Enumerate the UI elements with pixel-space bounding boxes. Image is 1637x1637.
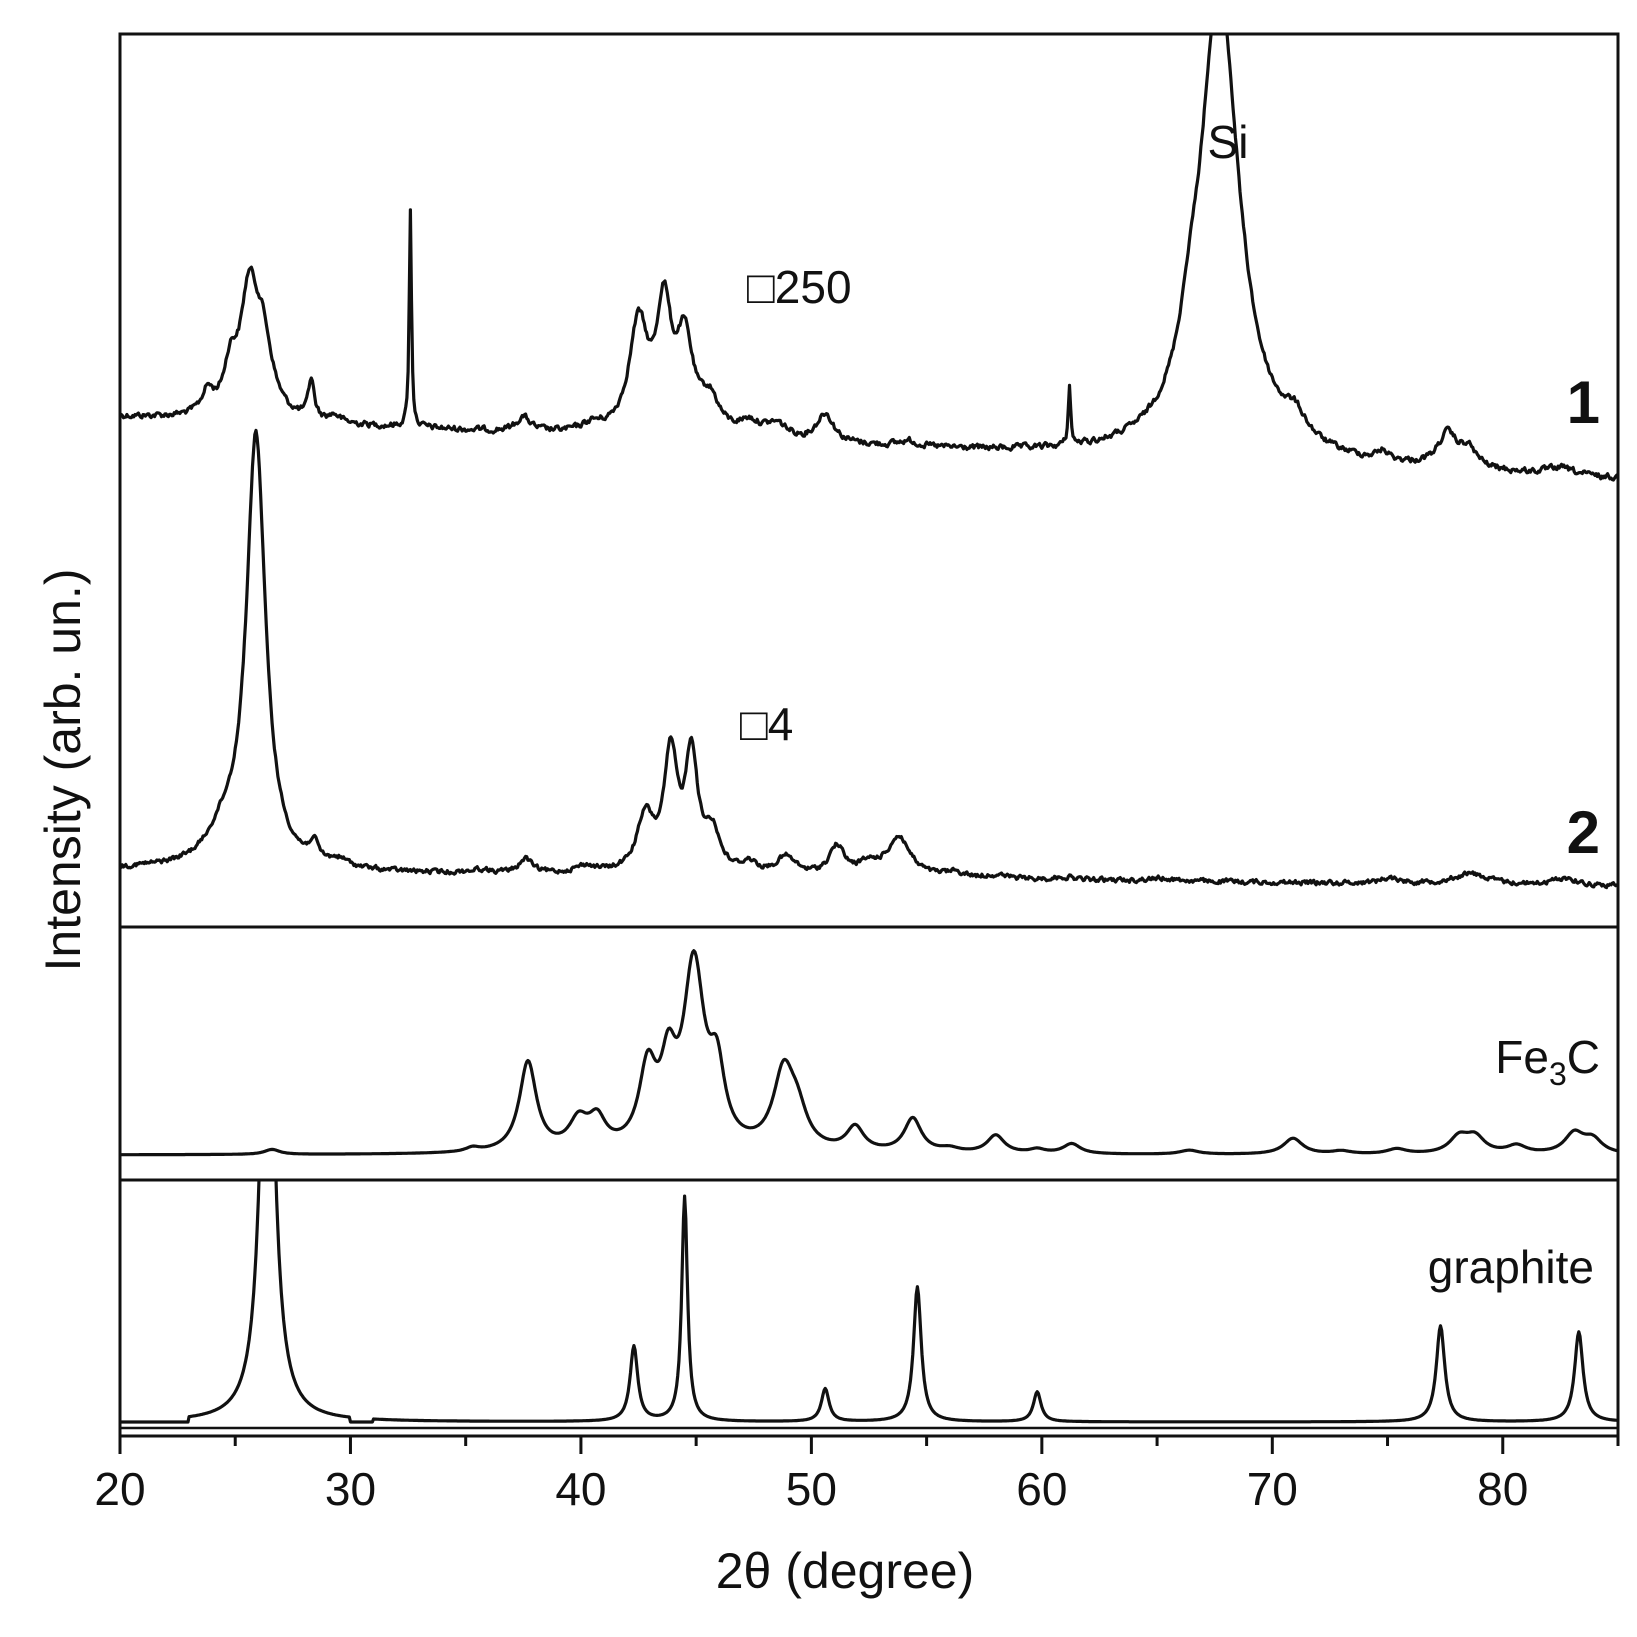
x-tick-label-40: 40 — [555, 1463, 606, 1515]
scale-factor-sample-1: □250 — [747, 261, 852, 313]
series-line-sample-2 — [120, 428, 1618, 890]
x-tick-label-30: 30 — [325, 1463, 376, 1515]
series-line-sample-1 — [120, 34, 1618, 482]
series-layer — [120, 34, 1618, 1430]
x-tick-label-50: 50 — [786, 1463, 837, 1515]
series-line-fe3c-reference — [120, 949, 1618, 1157]
series-line-graphite-reference — [120, 1180, 1618, 1424]
annotation-si: Si — [1208, 116, 1249, 168]
x-axis-ticks — [118, 1436, 1620, 1454]
x-tick-label-70: 70 — [1247, 1463, 1298, 1515]
plot-border — [118, 32, 1620, 1438]
x-tick-label-60: 60 — [1016, 1463, 1067, 1515]
reference-label-fe3c: Fe3C — [1495, 1031, 1600, 1092]
x-tick-label-80: 80 — [1477, 1463, 1528, 1515]
reference-label-graphite: graphite — [1428, 1241, 1594, 1293]
scale-factor-sample-2: □4 — [740, 698, 793, 750]
y-axis-label: Intensity (arb. un.) — [35, 569, 91, 972]
plot-frame — [118, 32, 1620, 1438]
x-axis-label: 2θ (degree) — [716, 1543, 975, 1599]
x-tick-label-20: 20 — [94, 1463, 145, 1515]
sample-label-2: 2 — [1567, 799, 1600, 866]
sample-label-1: 1 — [1567, 369, 1600, 436]
x-axis-tick-labels: 20 30 40 50 60 70 80 — [94, 1463, 1528, 1515]
